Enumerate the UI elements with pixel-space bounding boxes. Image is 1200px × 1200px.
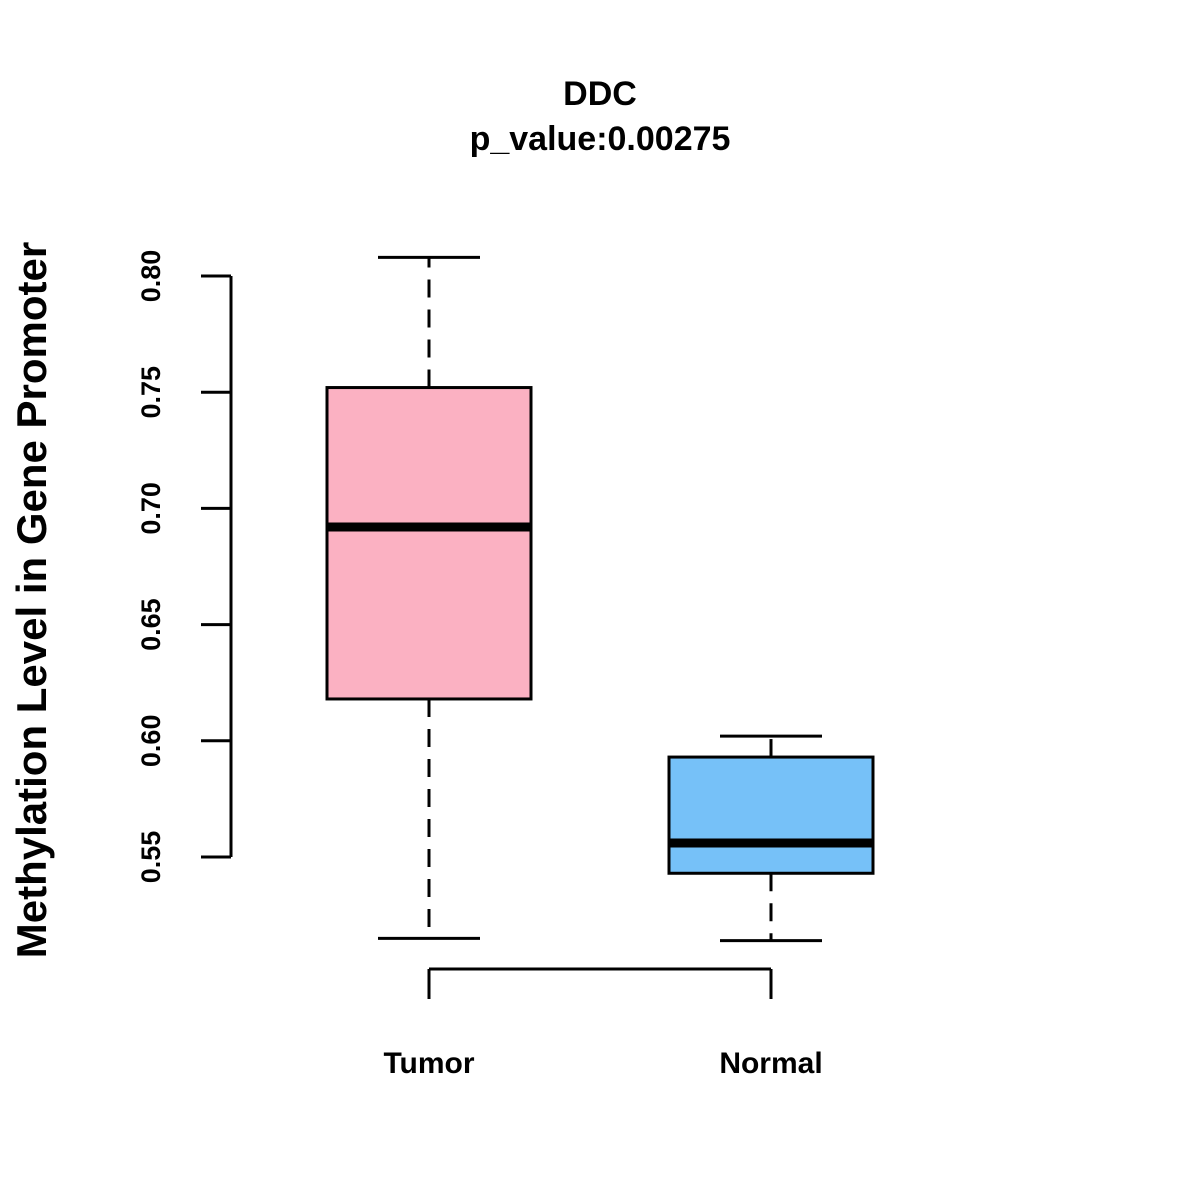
iqr-box — [325, 386, 533, 701]
x-tick-label-tumor: Tumor — [383, 1047, 474, 1080]
y-tick-label: 0.55 — [136, 831, 166, 884]
chart-title: DDC — [563, 75, 637, 113]
y-tick-label: 0.65 — [136, 598, 166, 651]
y-axis-label: Methylation Level in Gene Promoter — [8, 242, 55, 958]
y-axis: 0.55 0.60 0.65 0.70 0.75 0.80 — [136, 250, 233, 884]
y-tick-label: 0.70 — [136, 482, 166, 535]
boxes-group — [325, 255, 875, 943]
box-tumor — [325, 255, 533, 940]
y-tick-label: 0.75 — [136, 366, 166, 419]
y-tick-label: 0.80 — [136, 250, 166, 303]
chart-subtitle: p_value:0.00275 — [470, 120, 731, 158]
box-normal — [667, 734, 875, 943]
iqr-box — [667, 755, 875, 875]
x-tick-label-normal: Normal — [719, 1047, 822, 1080]
x-axis: Tumor Normal — [383, 967, 823, 1080]
y-tick-label: 0.60 — [136, 715, 166, 768]
